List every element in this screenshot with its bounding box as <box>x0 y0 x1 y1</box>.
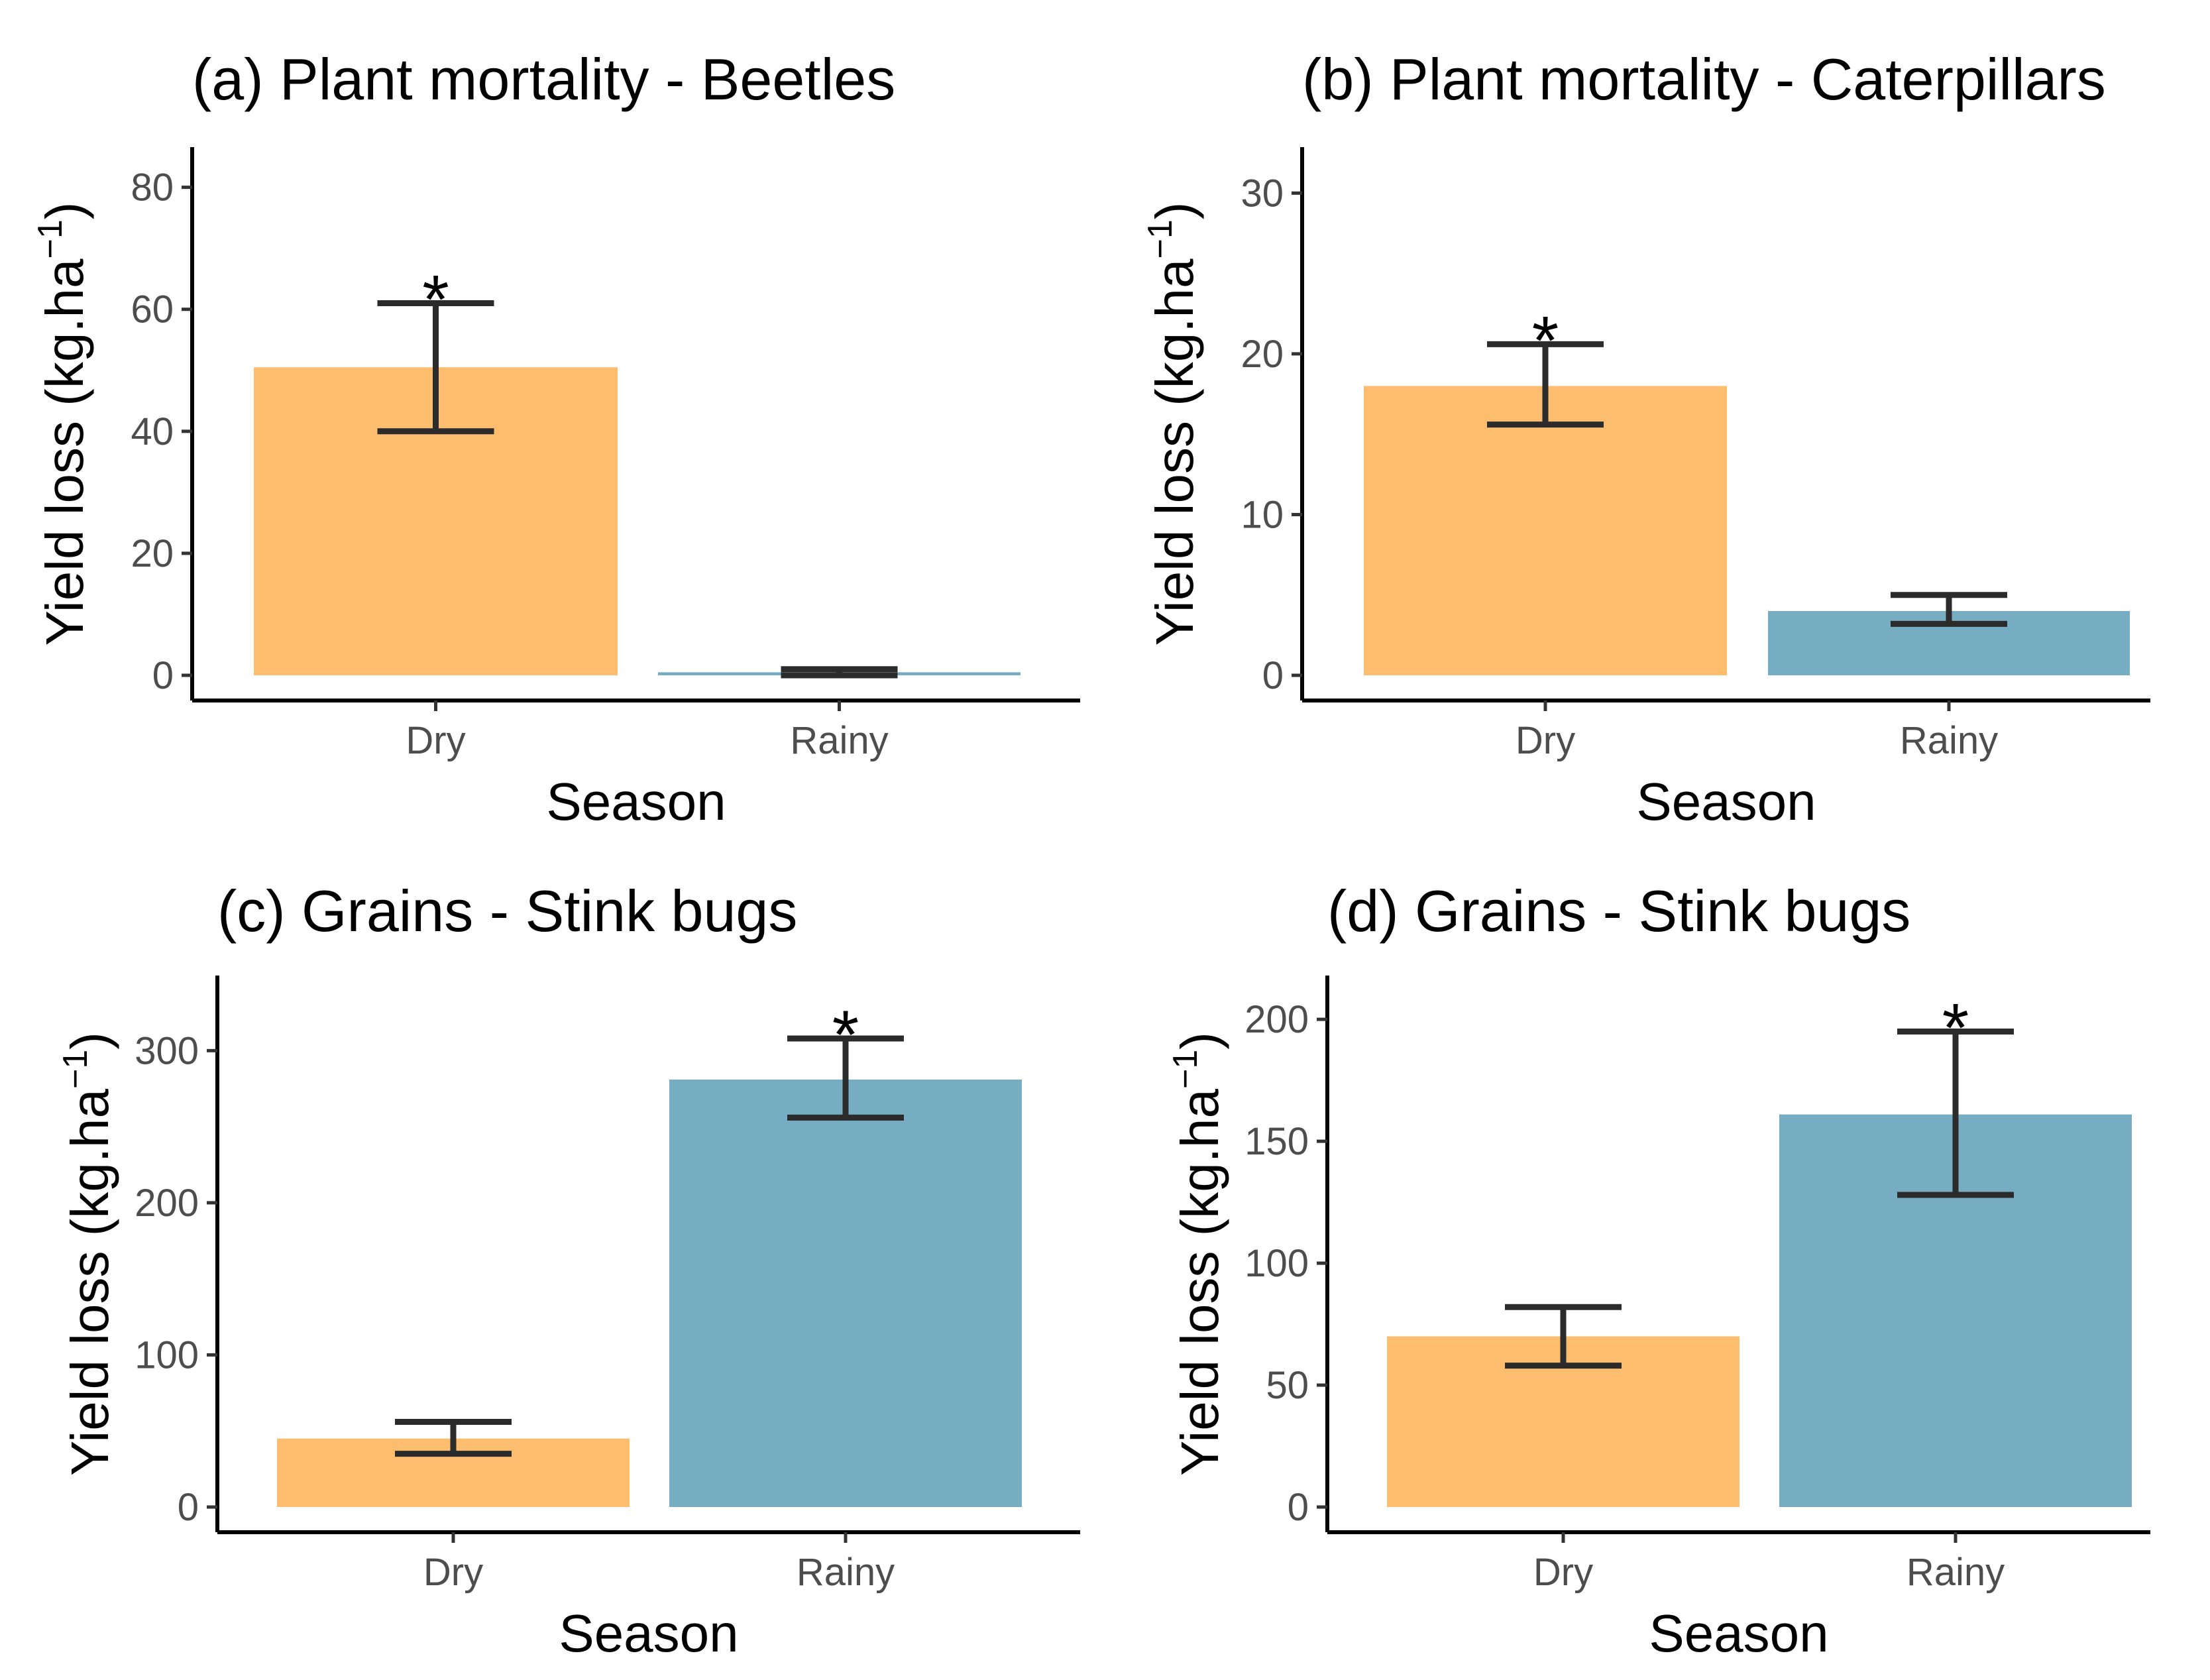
y-axis-title-main: Yield loss (kg.ha <box>60 1088 119 1475</box>
y-tick-label: 40 <box>131 410 174 453</box>
x-axis-title: Season <box>559 1604 738 1663</box>
y-axis-title: Yield loss (kg.ha−1) <box>31 202 94 646</box>
x-tick-label: Rainy <box>790 719 888 762</box>
x-tick-label: Dry <box>406 719 465 762</box>
y-axis-title-main: Yield loss (kg.ha <box>1145 258 1204 645</box>
panel-a: (a) Plant mortality - Beetles * 0 20 40 60 80 D… <box>31 46 1080 831</box>
y-tick-label: 100 <box>1244 1242 1309 1285</box>
x-tick-label: Rainy <box>797 1551 895 1594</box>
significance-star: * <box>1532 302 1559 379</box>
significance-star: * <box>1942 990 1969 1067</box>
y-axis-title: Yield loss (kg.ha−1) <box>1141 202 1204 646</box>
panel-title: (b) Plant mortality - Caterpillars <box>1302 46 2106 112</box>
y-tick-label: 0 <box>1288 1486 1309 1529</box>
y-axis-title: Yield loss (kg.ha−1) <box>56 1032 119 1476</box>
x-tick-label: Dry <box>1516 719 1575 762</box>
y-tick-label: 300 <box>135 1029 199 1072</box>
x-tick-label: Dry <box>423 1551 483 1594</box>
panel-title: (c) Grains - Stink bugs <box>217 878 797 944</box>
y-tick-label: 20 <box>1241 333 1284 376</box>
y-tick-label: 0 <box>1262 654 1284 697</box>
y-axis-title-superscript: −1 <box>56 1050 95 1089</box>
y-axis-title-superscript: −1 <box>1166 1050 1205 1089</box>
x-tick-label: Dry <box>1533 1551 1593 1594</box>
y-tick-label: 50 <box>1266 1364 1309 1407</box>
y-tick-label: 100 <box>135 1333 199 1376</box>
panel-c: (c) Grains - Stink bugs * 0 100 200 300 Dry Rai… <box>56 878 1080 1663</box>
y-tick-label: 80 <box>131 166 174 209</box>
y-axis-title-close: ) <box>1145 202 1204 220</box>
y-tick-label: 10 <box>1241 493 1284 536</box>
x-tick-label: Rainy <box>1900 719 1998 762</box>
y-axis-title-main: Yield loss (kg.ha <box>1170 1088 1229 1475</box>
bar-rainy <box>669 1079 1022 1507</box>
y-tick-label: 30 <box>1241 172 1284 215</box>
x-axis-title: Season <box>1636 772 1816 831</box>
panel-title: (a) Plant mortality - Beetles <box>192 46 895 112</box>
y-axis-title-superscript: −1 <box>1141 219 1180 258</box>
x-axis-title: Season <box>1649 1604 1828 1663</box>
y-tick-label: 0 <box>178 1486 199 1529</box>
panel-d: (d) Grains - Stink bugs * 0 50 100 150 200 Dry R… <box>1166 878 2150 1663</box>
significance-star: * <box>422 262 449 339</box>
significance-star: * <box>832 997 859 1074</box>
y-tick-label: 60 <box>131 288 174 331</box>
y-axis-title-main: Yield loss (kg.ha <box>35 258 94 645</box>
panel-b: (b) Plant mortality - Caterpillars * 0 10 20… <box>1141 46 2150 831</box>
panel-title: (d) Grains - Stink bugs <box>1327 878 1910 944</box>
y-tick-label: 150 <box>1244 1120 1309 1163</box>
y-tick-label: 200 <box>1244 998 1309 1041</box>
y-axis-title-close: ) <box>35 202 94 220</box>
y-axis-title-superscript: −1 <box>31 219 70 258</box>
y-tick-label: 20 <box>131 532 174 575</box>
bar-dry <box>1364 386 1727 675</box>
y-tick-label: 200 <box>135 1182 199 1225</box>
y-tick-label: 0 <box>152 654 174 697</box>
x-tick-label: Rainy <box>1906 1551 2005 1594</box>
y-axis-title-close: ) <box>1170 1032 1229 1050</box>
x-axis-title: Season <box>546 772 726 831</box>
y-axis-title-close: ) <box>60 1032 119 1050</box>
y-axis-title: Yield loss (kg.ha−1) <box>1166 1032 1229 1476</box>
